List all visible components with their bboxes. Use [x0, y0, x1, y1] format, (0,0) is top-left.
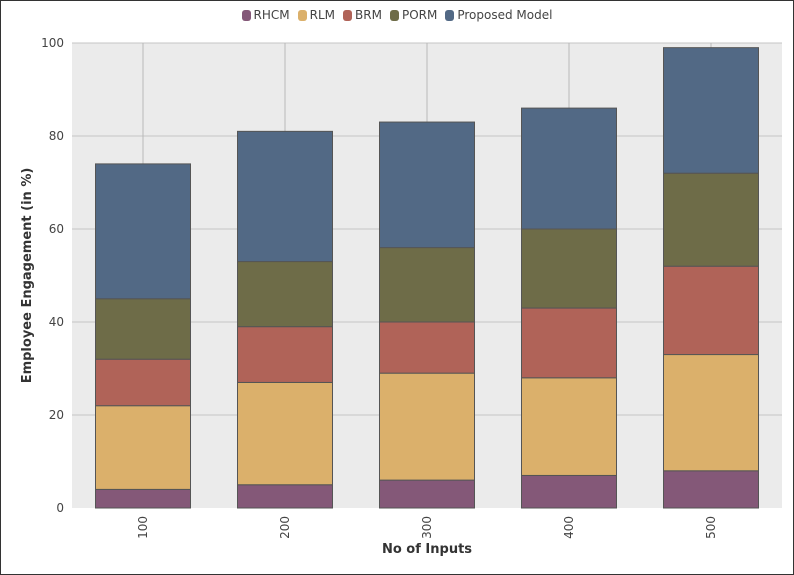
legend-label-porm: PORM: [401, 8, 438, 22]
y-axis-ticks: 0 20 40 60 80 100: [41, 36, 64, 515]
bar-proposed-model-400: [521, 107, 617, 230]
legend-label-proposed-model: Proposed Model: [457, 8, 553, 22]
bar-brm-400: [521, 307, 617, 379]
legend-label-rhcm: RHCM: [253, 8, 290, 22]
y-tick-label-20: 20: [49, 408, 64, 422]
bar-porm-200: [237, 261, 333, 328]
bar-rhcm-400: [521, 474, 617, 509]
bar-proposed-model-500: [663, 47, 759, 174]
bars: [95, 47, 759, 509]
legend-item-proposed-model: Proposed Model: [445, 8, 552, 22]
bar-rlm-100: [95, 405, 191, 490]
bar-rhcm-100: [95, 488, 191, 509]
bar-porm-100: [95, 298, 191, 360]
x-tick-label-400: 400: [562, 516, 576, 539]
legend-label-rlm: RLM: [309, 8, 336, 22]
bar-brm-300: [379, 321, 475, 374]
bar-porm-500: [663, 172, 759, 267]
x-axis-title: No of Inputs: [382, 542, 472, 557]
legend-swatch-porm: [389, 9, 399, 21]
legend-item-rlm: RLM: [297, 8, 336, 22]
bar-proposed-model-300: [379, 121, 475, 249]
legend-item-rhcm: RHCM: [241, 8, 290, 22]
bar-brm-100: [95, 358, 191, 407]
bar-rhcm-300: [379, 479, 475, 509]
bar-porm-300: [379, 247, 475, 323]
legend-swatch-rlm: [297, 9, 307, 21]
bar-proposed-model-200: [237, 130, 333, 263]
bar-rlm-400: [521, 377, 617, 476]
bar-rlm-500: [663, 354, 759, 472]
x-tick-label-300: 300: [420, 516, 434, 539]
x-tick-label-100: 100: [136, 516, 150, 539]
legend-item-porm: PORM: [389, 8, 438, 22]
bar-rlm-200: [237, 381, 333, 486]
bar-brm-500: [663, 265, 759, 356]
legend-swatch-proposed-model: [445, 9, 455, 21]
bar-brm-200: [237, 326, 333, 383]
legend-swatch-brm: [343, 9, 353, 21]
y-tick-label-60: 60: [49, 222, 64, 236]
y-tick-label-80: 80: [49, 129, 64, 143]
y-axis-title: Employee Engagement (in %): [20, 168, 35, 384]
bar-rhcm-200: [237, 484, 333, 509]
x-tick-label-200: 200: [278, 516, 292, 539]
bar-rlm-300: [379, 372, 475, 481]
legend-label-brm: BRM: [355, 8, 382, 22]
bar-porm-400: [521, 228, 617, 309]
legend-swatch-rhcm: [241, 9, 251, 21]
chart-legend: RHCM RLM BRM PORM Proposed Model: [0, 8, 794, 22]
bar-proposed-model-100: [95, 163, 191, 300]
x-tick-label-500: 500: [704, 516, 718, 539]
legend-item-brm: BRM: [343, 8, 382, 22]
bar-rhcm-500: [663, 470, 759, 509]
x-axis-ticks: 100 200 300 400 500: [136, 516, 718, 539]
y-tick-label-100: 100: [41, 36, 64, 50]
y-tick-label-40: 40: [49, 315, 64, 329]
y-tick-label-0: 0: [56, 501, 64, 515]
